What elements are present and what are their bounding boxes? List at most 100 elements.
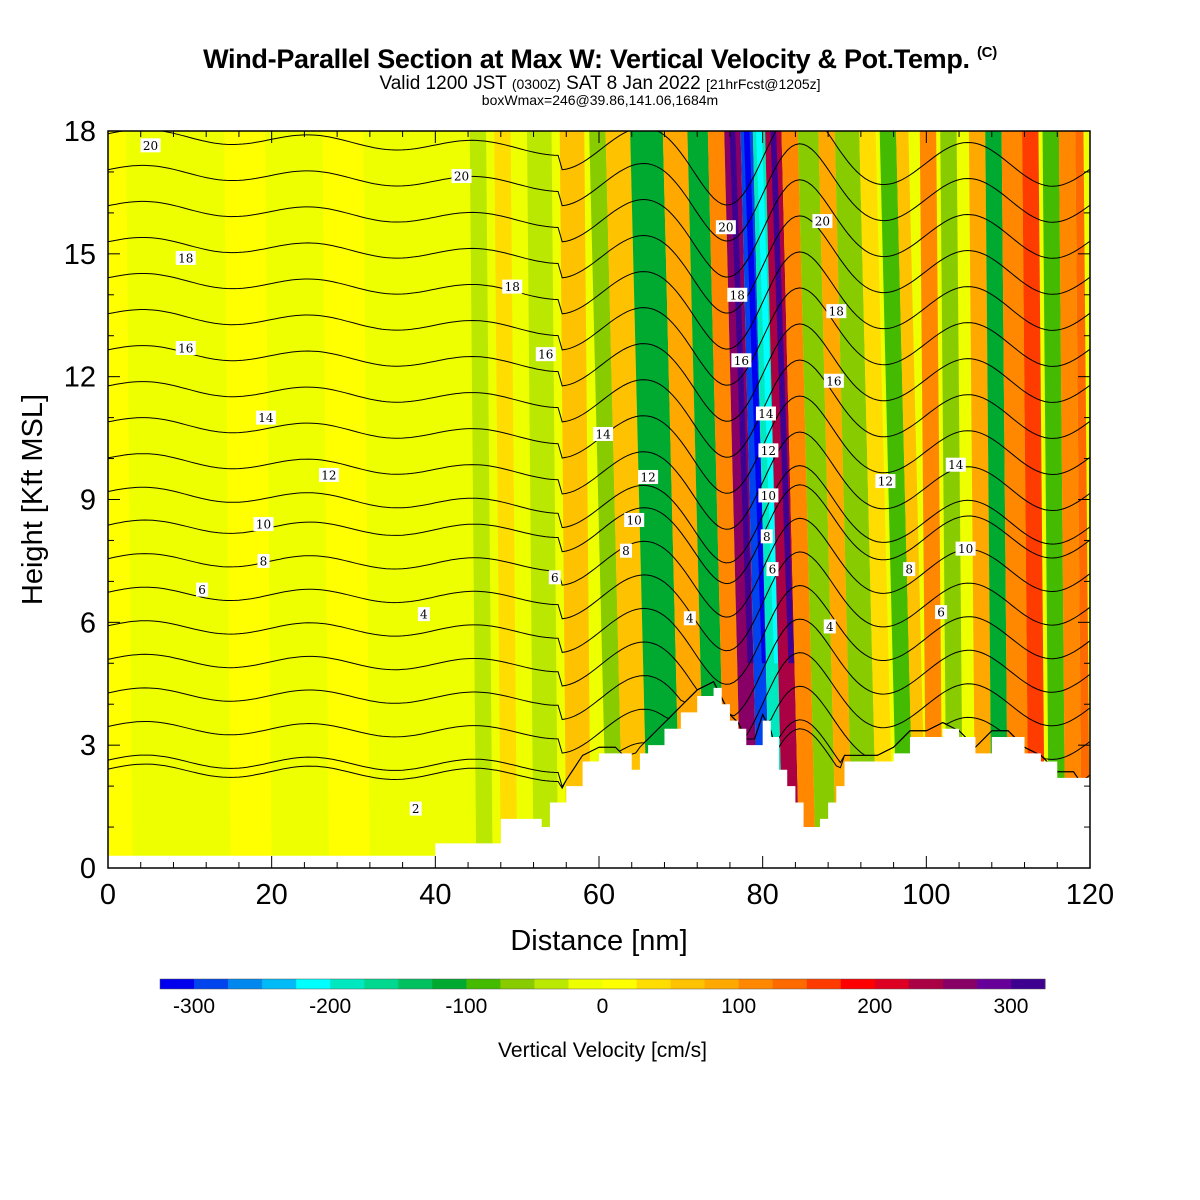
isentrope-19: [108, 179, 1090, 278]
w-core-17: [770, 131, 795, 664]
isentrope-7: [108, 584, 1090, 685]
colorbar-frame: [159, 978, 1046, 990]
contour-label-25: 8: [620, 543, 633, 558]
contour-label-35: 2: [409, 801, 422, 816]
contour-label-16: 12: [318, 467, 339, 482]
w-band-5: [494, 131, 518, 868]
colorbar-swatch-23: [942, 979, 978, 989]
contour-label-bg: [826, 304, 847, 319]
contour-label-text: 14: [258, 411, 274, 425]
y-tick-label: 3: [80, 730, 96, 762]
contour-label-text: 10: [627, 513, 642, 527]
contour-label-bg: [683, 611, 696, 626]
isentrope-8: [108, 551, 1090, 652]
w-band-11: [662, 131, 706, 868]
contour-label-bg: [758, 443, 779, 458]
terrain-mask: [108, 687, 1090, 868]
x-axis: 0 20 40 60 80 100 120 Distance [nm]: [100, 131, 1114, 957]
contour-label-text: 20: [718, 221, 733, 235]
forecast-info: [21hrFcst@1205z]: [705, 76, 821, 92]
colorbar-tick-label: 0: [597, 995, 609, 1018]
contour-label-1: 20: [451, 169, 472, 184]
contour-label-31: 6: [935, 605, 948, 620]
w-band-18: [781, 131, 816, 868]
contour-label-text: 18: [730, 288, 745, 302]
contour-label-bg: [945, 457, 966, 472]
contour-label-32: 4: [417, 607, 430, 622]
w-band-29: [1001, 131, 1029, 868]
colorbar-swatch-11: [534, 979, 569, 989]
contour-label-text: 16: [538, 348, 553, 362]
contour-label-6: 18: [727, 287, 748, 302]
w-band-1: [224, 131, 272, 868]
contour-label-bg: [620, 543, 633, 558]
colorbar-swatch-8: [432, 979, 467, 989]
contour-label-0: 20: [140, 138, 161, 153]
colorbar-swatch-19: [806, 979, 842, 989]
contour-label-bg: [760, 529, 773, 544]
chart-title: Wind-Parallel Section at Max W: Vertical…: [0, 44, 1200, 75]
isentrope-11: [108, 465, 1090, 564]
contour-label-text: 4: [420, 608, 428, 622]
contour-label-text: 12: [761, 444, 776, 458]
contour-label-bg: [196, 582, 209, 597]
w-band-2: [322, 131, 370, 868]
colorbar-swatch-17: [738, 979, 774, 989]
isentrope-12: [108, 431, 1090, 530]
chart-title-main: Wind-Parallel Section at Max W: Vertical…: [203, 44, 970, 74]
contour-label-33: 4: [683, 611, 696, 626]
contour-label-bg: [417, 607, 430, 622]
w-band-28: [985, 131, 1009, 868]
colorbar-label: Vertical Velocity [cm/s]: [498, 1039, 707, 1062]
colorbar-swatch-5: [330, 979, 365, 989]
x-tick-label: 100: [902, 879, 950, 911]
colorbar-swatch-25: [1010, 979, 1046, 989]
w-band-3: [387, 131, 411, 868]
y-axis: 0 3 6 9 12 15 18 Height [Kft MSL]: [17, 116, 1090, 885]
colorbar-swatch-7: [398, 979, 433, 989]
contour-labels: 20 20 20 20 18 18 18 18 16 16 16 16 14 14 14 14 12 12 12 12…: [140, 138, 976, 816]
w-band-8: [589, 131, 624, 868]
w-band-24: [896, 131, 927, 868]
contour-label-13: 14: [593, 426, 614, 441]
w-band-22: [859, 131, 894, 868]
contour-label-bg: [451, 169, 472, 184]
colorbar-swatch-15: [670, 979, 706, 989]
contour-label-text: 12: [321, 468, 336, 482]
contour-label-text: 10: [958, 542, 973, 556]
x-tick-label: 80: [747, 879, 779, 911]
colorbar-swatch-16: [704, 979, 740, 989]
contour-label-10: 16: [731, 353, 752, 368]
contour-label-30: 6: [766, 562, 779, 577]
colorbar-swatch-24: [976, 979, 1012, 989]
contour-label-text: 8: [260, 554, 268, 568]
contour-label-text: 18: [505, 280, 520, 294]
contour-label-bg: [624, 512, 645, 527]
contour-label-text: 16: [178, 342, 193, 356]
w-band-26: [940, 131, 964, 868]
contour-label-text: 4: [686, 612, 694, 626]
w-band-19: [797, 131, 837, 868]
contour-label-bg: [318, 467, 339, 482]
contour-label-bg: [255, 410, 276, 425]
contour-label-23: 10: [955, 541, 976, 556]
contour-label-24: 8: [257, 553, 270, 568]
x-tick-label: 60: [583, 879, 615, 911]
colorbar-swatch-2: [228, 979, 263, 989]
x-tick-label: 0: [100, 879, 116, 911]
contour-label-bg: [935, 605, 948, 620]
contour-label-text: 12: [640, 470, 655, 484]
colorbar-swatch-10: [500, 979, 535, 989]
contour-label-bg: [548, 570, 561, 585]
contour-label-text: 20: [143, 139, 158, 153]
contour-label-bg: [731, 353, 752, 368]
w-band-7: [559, 131, 591, 868]
contour-label-14: 14: [755, 406, 776, 421]
contour-label-19: 12: [875, 474, 896, 489]
contour-label-bg: [593, 426, 614, 441]
colorbar-swatch-13: [602, 979, 638, 989]
copyright-mark: (C): [976, 44, 997, 61]
contour-label-text: 6: [198, 583, 206, 597]
contour-label-8: 16: [175, 341, 196, 356]
